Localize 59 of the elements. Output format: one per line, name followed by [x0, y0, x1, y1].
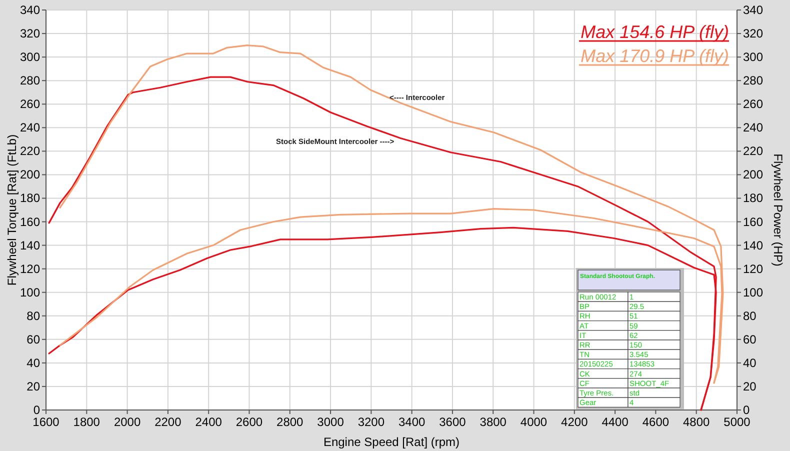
- x-tick-label: 3200: [358, 415, 385, 429]
- y2-tick-label: 60: [743, 332, 757, 346]
- x-tick-label: 4000: [520, 415, 548, 429]
- y-axis-title: Flywheel Torque [Rat] (FtLb): [5, 134, 19, 286]
- y2-tick-label: 200: [743, 168, 764, 182]
- y-tick-label: 280: [20, 74, 40, 88]
- y2-tick-label: 240: [743, 120, 764, 135]
- y-tick-label: 80: [26, 308, 40, 323]
- y2-tick-label: 320: [743, 26, 764, 41]
- y2-tick-label: 80: [743, 308, 757, 323]
- x-tick-label: 2600: [236, 415, 263, 429]
- x-tick-label: 4400: [602, 415, 629, 429]
- y2-tick-label: 100: [743, 285, 764, 300]
- y-tick-label: 160: [20, 214, 40, 229]
- y2-tick-label: 40: [743, 356, 757, 370]
- y2-axis-title: Flywheel Power (HP): [771, 154, 785, 266]
- text: Max 170.9 HP (fly): [580, 46, 729, 66]
- x-tick-label: 5000: [724, 415, 751, 429]
- x-tick-label: 4600: [642, 415, 670, 429]
- y-tick-label: 200: [20, 168, 40, 182]
- y2-tick-label: 340: [743, 3, 764, 17]
- x-tick-label: 1600: [32, 415, 60, 429]
- y-tick-label: 300: [20, 50, 40, 64]
- y-tick-label: 220: [20, 144, 40, 158]
- x-tick-label: 2400: [195, 415, 222, 429]
- y2-tick-label: 120: [743, 262, 764, 276]
- y2-tick-label: 300: [743, 50, 764, 64]
- text: Max 154.6 HP (fly): [580, 22, 729, 42]
- y-tick-label: 180: [20, 191, 40, 206]
- x-tick-label: 3400: [398, 415, 426, 429]
- y-tick-label: 340: [20, 3, 40, 17]
- y-tick-label: 240: [20, 120, 40, 135]
- x-tick-label: 3800: [480, 415, 507, 429]
- x-tick-label: 4800: [683, 415, 710, 429]
- y2-tick-label: 20: [743, 379, 757, 394]
- x-tick-label: 3600: [439, 415, 466, 429]
- x-tick-label: 4200: [561, 415, 588, 429]
- x-tick-label: 2000: [114, 415, 141, 429]
- y-tick-label: 60: [26, 332, 40, 346]
- y2-tick-label: 180: [743, 191, 764, 206]
- x-tick-label: 2200: [154, 415, 182, 429]
- x-tick-label: 3000: [317, 415, 344, 429]
- y-tick-label: 260: [20, 97, 40, 112]
- y-tick-label: 320: [20, 26, 40, 41]
- y2-tick-label: 260: [743, 97, 764, 112]
- y-tick-label: 0: [33, 403, 40, 417]
- y-tick-label: 20: [26, 379, 40, 394]
- y2-tick-label: 280: [743, 74, 764, 88]
- x-axis-title: Engine Speed [Rat] (rpm): [323, 435, 460, 449]
- y2-tick-label: 0: [743, 403, 750, 417]
- y-tick-label: 40: [26, 356, 40, 370]
- y-tick-label: 100: [20, 285, 40, 300]
- y2-tick-label: 160: [743, 214, 764, 229]
- y-tick-label: 120: [20, 262, 40, 276]
- x-tick-label: 2800: [276, 415, 304, 429]
- y-tick-label: 140: [20, 238, 40, 252]
- y2-tick-label: 220: [743, 144, 764, 158]
- x-tick-label: 1800: [73, 415, 100, 429]
- y2-tick-label: 140: [743, 238, 764, 252]
